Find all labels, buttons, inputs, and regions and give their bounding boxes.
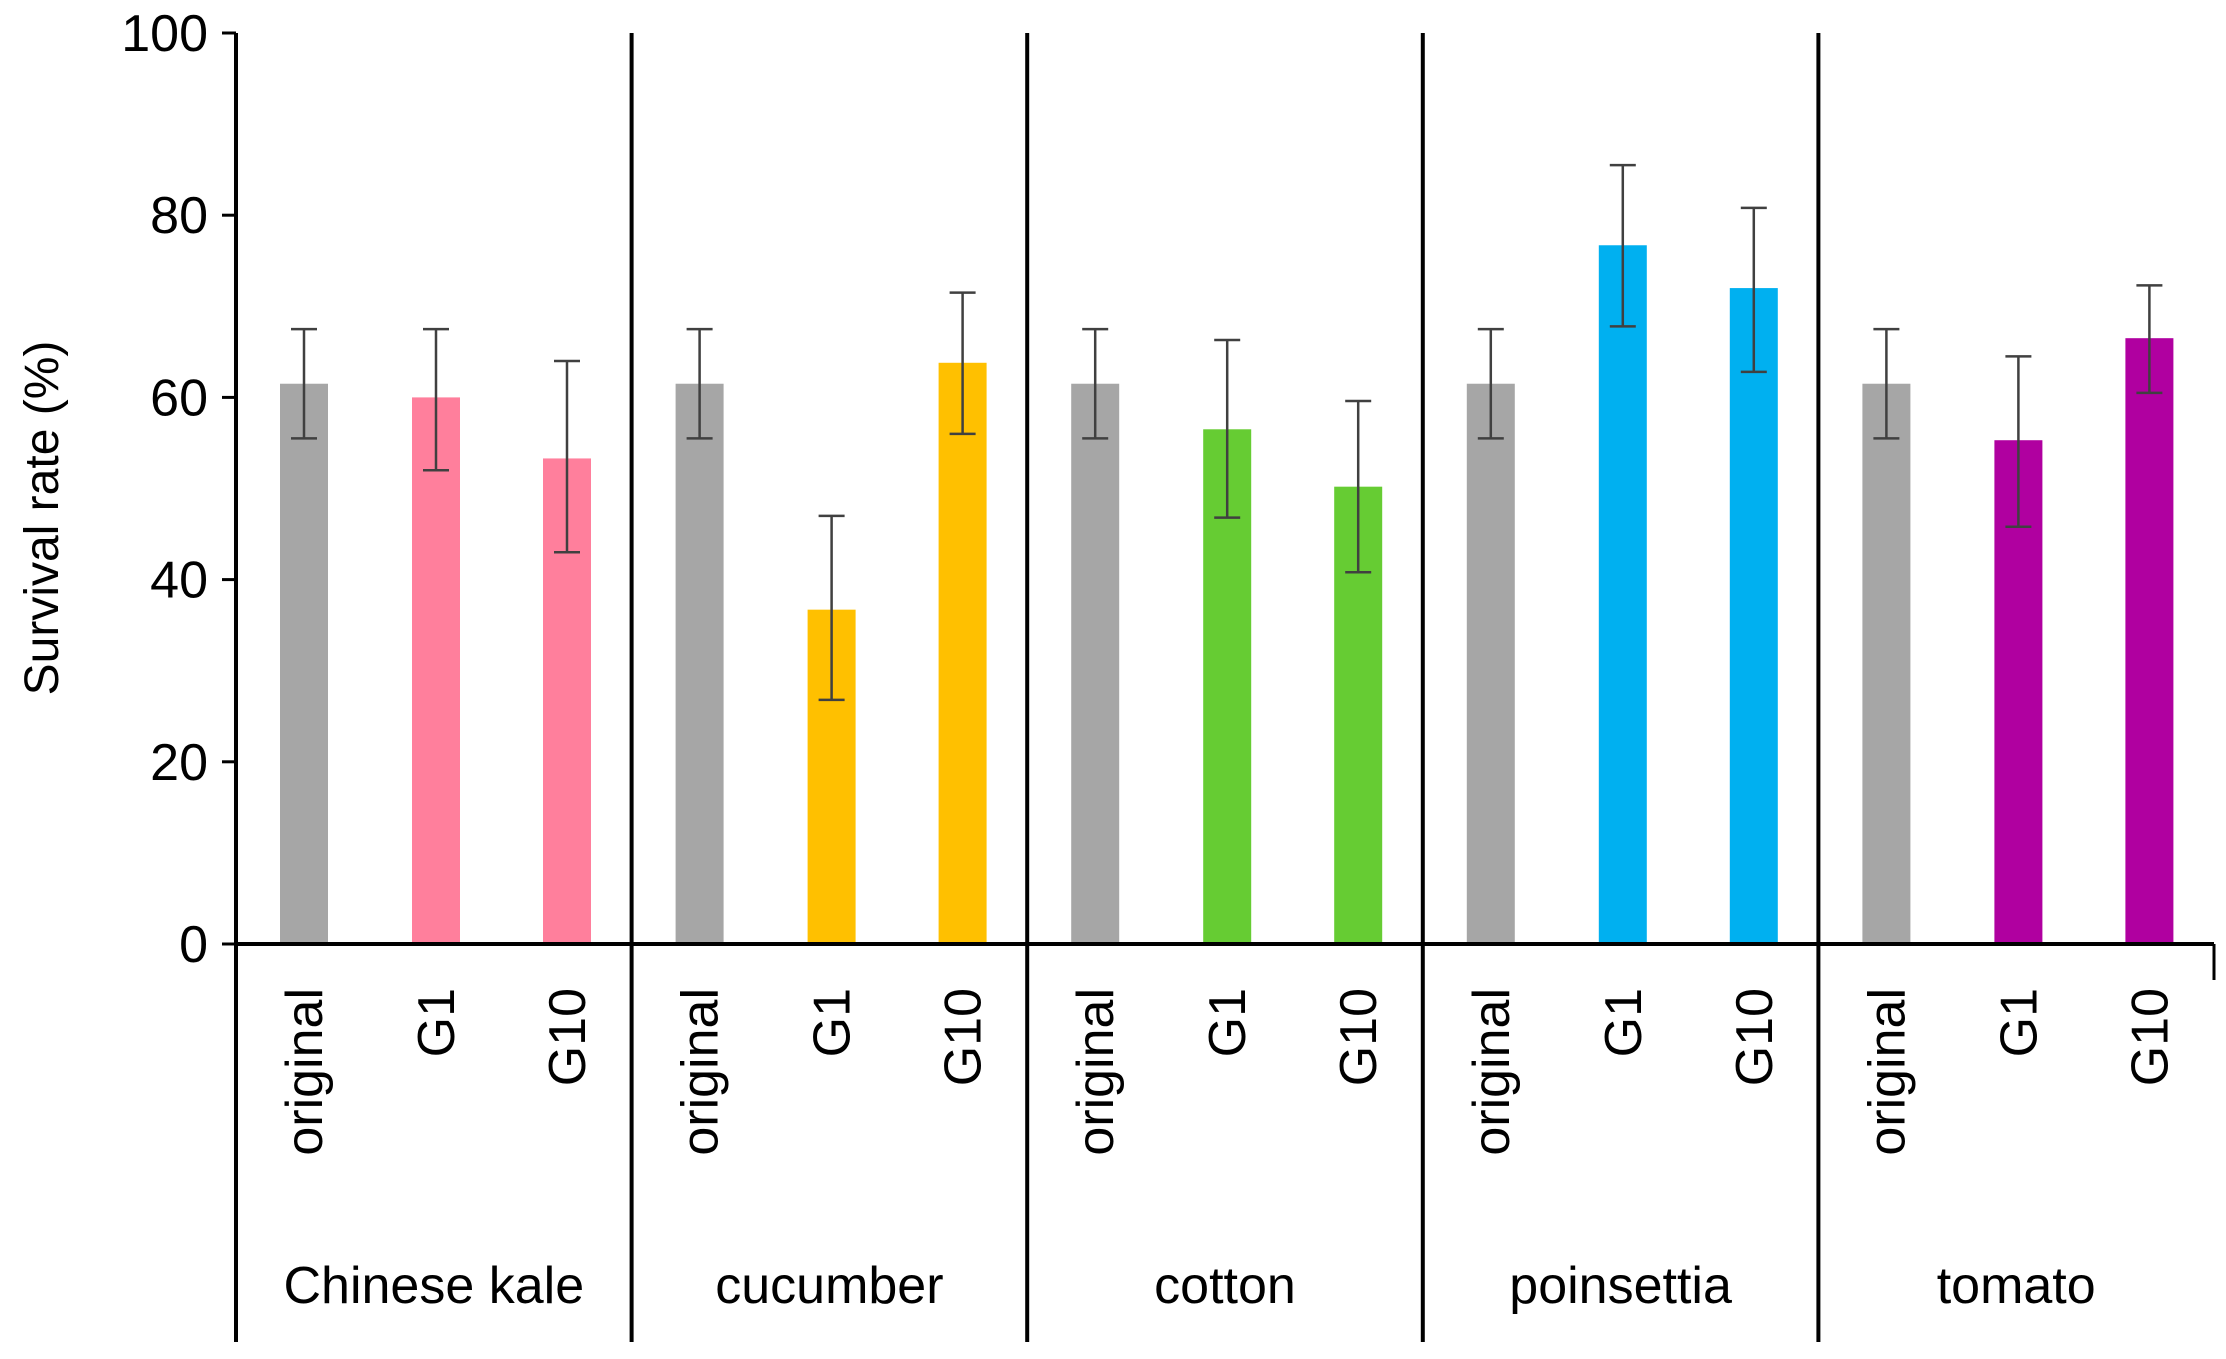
bar-chinese-kale-original	[280, 383, 328, 944]
bar-cucumber-g10	[938, 362, 987, 945]
category-label: G10	[935, 988, 993, 1086]
bar-chinese-kale-g1	[412, 397, 460, 944]
y-tick-label: 20	[150, 734, 208, 792]
category-label: G1	[1990, 988, 2048, 1057]
bar-tomato-original	[1862, 383, 1911, 944]
y-tick-label: 80	[150, 187, 208, 245]
y-axis-label: Survival rate (%)	[16, 341, 69, 696]
bars-layer	[280, 245, 2174, 945]
group-label: cotton	[1154, 1257, 1296, 1315]
category-label: G10	[539, 988, 597, 1086]
category-label: G10	[2121, 988, 2179, 1086]
y-tick-label: 0	[179, 916, 208, 974]
category-labels: original G1 G10 original G1 G10 original G1 G10 o…	[276, 988, 2179, 1156]
bar-tomato-g10	[2125, 338, 2174, 944]
category-label: original	[672, 988, 730, 1156]
category-label: original	[276, 988, 334, 1156]
bar-poinsettia-original	[1466, 383, 1515, 944]
group-label: poinsettia	[1509, 1257, 1732, 1315]
y-tick-label: 100	[121, 5, 208, 63]
y-tick-label: 40	[150, 552, 208, 610]
error-bars-layer	[291, 163, 2163, 702]
group-label: cucumber	[715, 1257, 943, 1315]
y-axis-ticks: 0 20 40 60 80 100	[121, 5, 236, 974]
bar-cotton-original	[1071, 383, 1120, 944]
group-label: Chinese kale	[283, 1257, 584, 1315]
y-tick-label: 60	[150, 369, 208, 427]
category-label: original	[1463, 988, 1521, 1156]
category-label: G1	[408, 988, 466, 1057]
bar-poinsettia-g1	[1598, 245, 1647, 944]
category-label: original	[1067, 988, 1125, 1156]
category-label: G10	[1726, 988, 1784, 1086]
group-labels: Chinese kale cucumber cotton poinsettia toma…	[283, 1257, 2095, 1315]
category-label: G1	[1595, 988, 1653, 1057]
bar-poinsettia-g10	[1729, 288, 1778, 945]
bar-cucumber-original	[675, 383, 724, 944]
axes-layer	[234, 33, 2216, 1342]
category-label: G1	[804, 988, 862, 1057]
category-label: G1	[1199, 988, 1257, 1057]
category-label: G10	[1330, 988, 1388, 1086]
category-label: original	[1858, 988, 1916, 1156]
group-label: tomato	[1937, 1257, 2096, 1315]
